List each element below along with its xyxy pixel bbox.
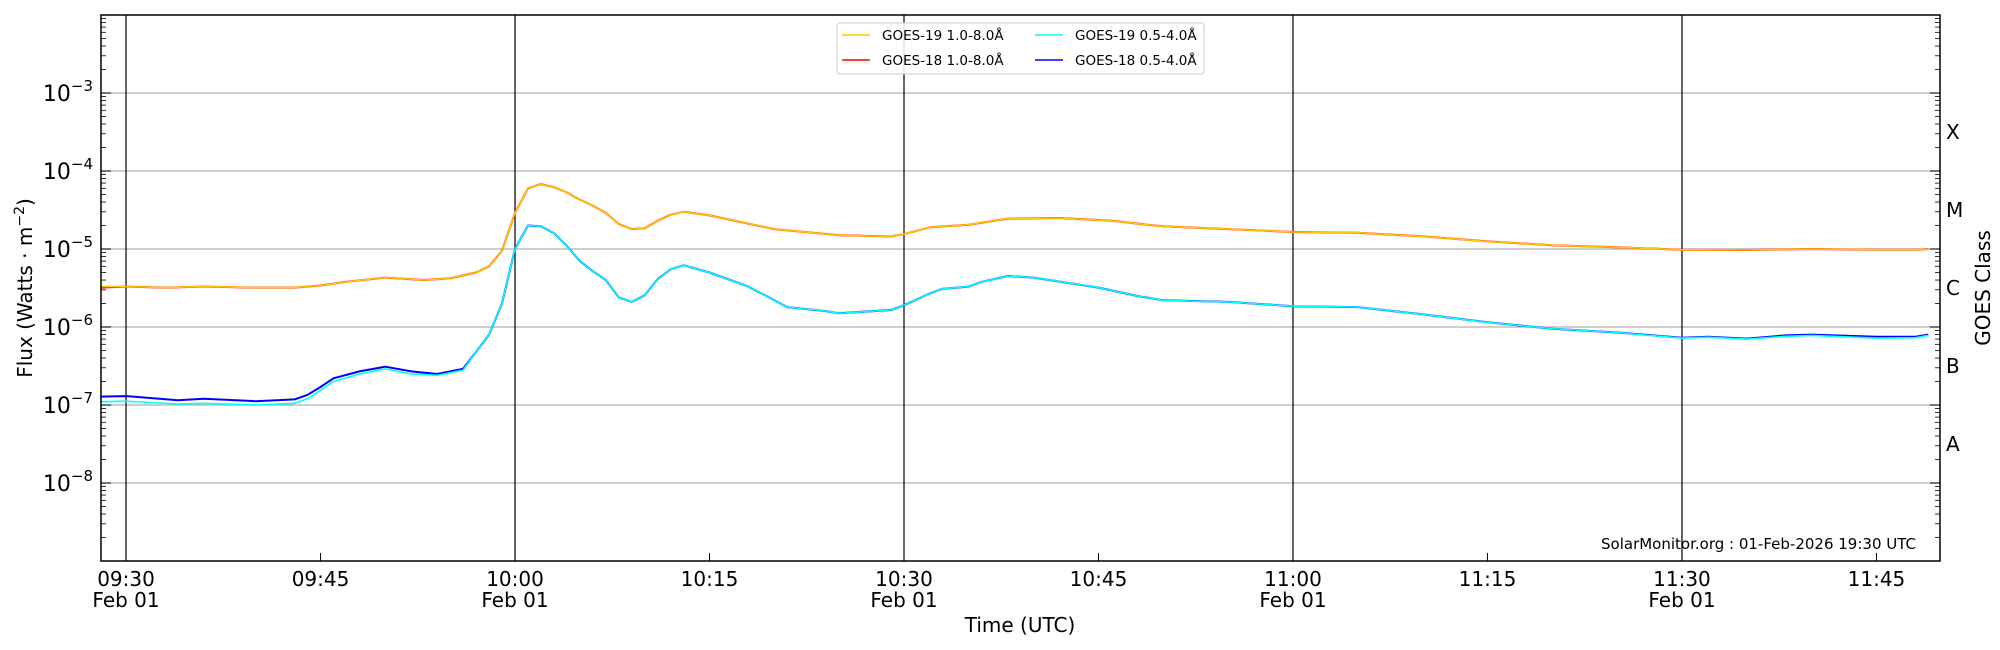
x-tick-label: 10:30 (875, 567, 933, 591)
x-tick-label: 09:45 (292, 567, 350, 591)
series-line-0 (100, 183, 1929, 289)
plot-frame (100, 14, 1941, 562)
x-tick-date: Feb 01 (481, 588, 548, 612)
goes-class-label: A (1946, 432, 1960, 456)
gridlines (101, 15, 1940, 561)
y-tick-label: 10−8 (43, 467, 93, 497)
x-tick-label: 11:45 (1848, 567, 1906, 591)
y-tick-label: 10−5 (43, 233, 93, 263)
x-tick-label: 09:30 (97, 567, 155, 591)
series-lines (100, 183, 1929, 406)
goes-class-label: X (1946, 120, 1960, 144)
y-tick-label: 10−7 (43, 389, 93, 419)
y-tick-label: 10−6 (43, 311, 93, 341)
series-line-3 (100, 224, 1929, 403)
x-tick-date: Feb 01 (1259, 588, 1326, 612)
x-tick-label: 10:45 (1070, 567, 1128, 591)
legend-label: GOES-18 0.5-4.0Å (1075, 52, 1197, 69)
annotation: SolarMonitor.org : 01-Feb-2026 19:30 UTC (1601, 535, 1916, 553)
legend: GOES-19 1.0-8.0Å GOES-18 1.0-8.0Å GOES-19 … (836, 22, 1205, 75)
x-tick-date: Feb 01 (1648, 588, 1715, 612)
series-line-2 (100, 224, 1929, 406)
goes-class-label: B (1946, 354, 1960, 378)
legend-box (836, 22, 1205, 75)
x-tick-label: 11:00 (1264, 567, 1322, 591)
legend-label: GOES-18 1.0-8.0Å (882, 52, 1004, 69)
x-tick-label: 10:00 (486, 567, 544, 591)
legend-label: GOES-19 1.0-8.0Å (882, 27, 1004, 44)
right-axis-label: GOES Class (1971, 230, 1995, 346)
x-tick-date: Feb 01 (870, 588, 937, 612)
x-tick-label: 11:15 (1459, 567, 1517, 591)
y-tick-label: 10−4 (43, 155, 93, 185)
goes-class-label: C (1946, 276, 1960, 300)
y-tick-label: 10−3 (43, 77, 93, 107)
x-tick-label: 10:15 (681, 567, 739, 591)
x-tick-label: 11:30 (1653, 567, 1711, 591)
x-axis-label: Time (UTC) (964, 613, 1076, 637)
y-axis-label: Flux (Watts · m−2) (12, 198, 37, 378)
x-tick-date: Feb 01 (92, 588, 159, 612)
legend-label: GOES-19 0.5-4.0Å (1075, 27, 1197, 44)
series-line-1 (100, 183, 1929, 289)
goes-class-label: M (1946, 198, 1963, 222)
